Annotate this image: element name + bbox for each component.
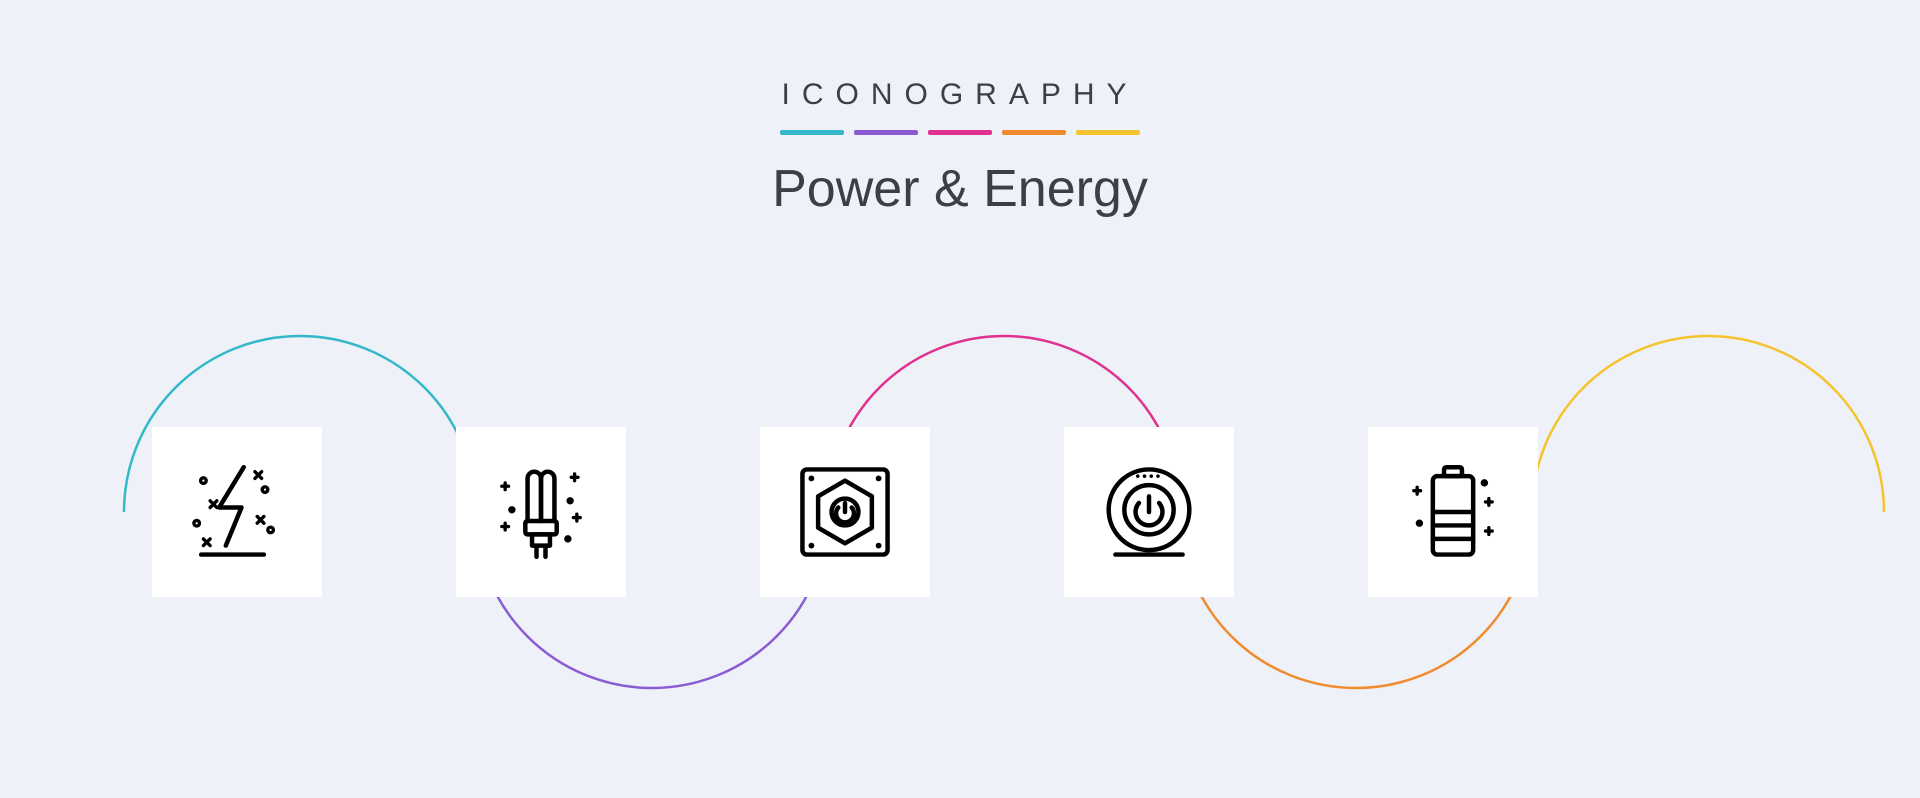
icon-tile-power-button — [1064, 427, 1234, 597]
header: ICONOGRAPHY Power & Energy — [0, 78, 1920, 219]
power-button-icon — [1093, 456, 1205, 568]
brand-stripes — [0, 130, 1920, 135]
cfl-bulb-icon — [485, 456, 597, 568]
icon-tile-socket — [760, 427, 930, 597]
power-socket-icon — [789, 456, 901, 568]
pack-title: Power & Energy — [0, 159, 1920, 219]
stripe-2 — [854, 130, 918, 135]
lightning-bolt-icon — [181, 456, 293, 568]
icon-tile-bulb — [456, 427, 626, 597]
stripe-1 — [780, 130, 844, 135]
stripe-4 — [1002, 130, 1066, 135]
stripe-3 — [928, 130, 992, 135]
icon-tile-bolt — [152, 427, 322, 597]
brand-wordmark: ICONOGRAPHY — [0, 78, 1920, 112]
stripe-5 — [1076, 130, 1140, 135]
icon-tile-battery — [1368, 427, 1538, 597]
battery-icon — [1397, 456, 1509, 568]
